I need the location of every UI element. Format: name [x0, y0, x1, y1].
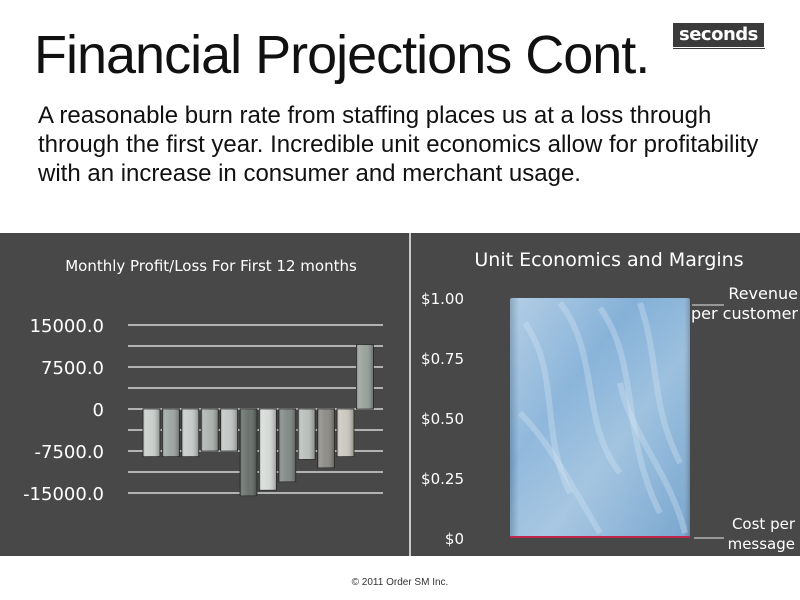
- revenue-bar-texture: [637, 302, 683, 465]
- charts-canvas: Monthly Profit/Loss For First 12 months …: [23, 233, 798, 556]
- right-y-tick-label: $1.00: [421, 290, 464, 308]
- slide-body-text: A reasonable burn rate from staffing pla…: [38, 102, 759, 187]
- left-y-tick-label: -7500.0: [35, 442, 104, 463]
- charts-panel: Monthly Profit/Loss For First 12 months …: [0, 233, 800, 556]
- right-y-tick-label: $0.75: [421, 350, 464, 368]
- revenue-annotation: Revenue: [728, 284, 798, 303]
- revenue-bar-texture: [557, 301, 623, 475]
- cost-annotation: message: [728, 535, 795, 553]
- slide-title: Financial Projections Cont.: [34, 25, 650, 85]
- cost-annotation: Cost per: [732, 515, 796, 533]
- right-y-tick-label: $0: [445, 530, 464, 548]
- right-chart-title: Unit Economics and Margins: [474, 249, 743, 271]
- revenue-bar-texture: [617, 382, 688, 534]
- left-chart-title: Monthly Profit/Loss For First 12 months: [65, 257, 357, 275]
- left-bar-shading: [298, 409, 316, 460]
- revenue-bar-texture: [517, 410, 603, 535]
- left-bar-shading: [337, 409, 354, 457]
- left-bar-shading: [220, 409, 238, 451]
- left-bar-shading: [356, 344, 374, 409]
- left-bar-shading: [143, 409, 160, 457]
- left-bar-shading: [317, 409, 335, 468]
- revenue-bar-texture: [522, 321, 573, 495]
- revenue-annotation: per customer: [691, 304, 798, 323]
- left-y-tick-label: 15000.0: [30, 316, 104, 337]
- left-y-tick-label: -15000.0: [23, 484, 104, 505]
- left-y-tick-label: 0: [93, 400, 104, 421]
- logo-underline: [673, 48, 765, 49]
- revenue-bar-texture: [597, 306, 663, 515]
- panel-divider: [409, 233, 411, 556]
- right-y-tick-label: $0.50: [421, 410, 464, 428]
- cost-bar: [510, 536, 690, 538]
- left-y-tick-label: 7500.0: [41, 358, 104, 379]
- seconds-logo: seconds: [673, 23, 764, 47]
- left-bar-shading: [259, 409, 277, 491]
- left-bar-shading: [278, 409, 296, 482]
- left-bar-shading: [240, 409, 257, 496]
- left-bar-shading: [162, 409, 180, 457]
- copyright-footer: © 2011 Order SM Inc.: [351, 577, 449, 588]
- left-bar-shading: [181, 409, 199, 457]
- right-y-tick-label: $0.25: [421, 470, 464, 488]
- left-bar-shading: [201, 409, 219, 451]
- revenue-bar-shading: [510, 298, 690, 538]
